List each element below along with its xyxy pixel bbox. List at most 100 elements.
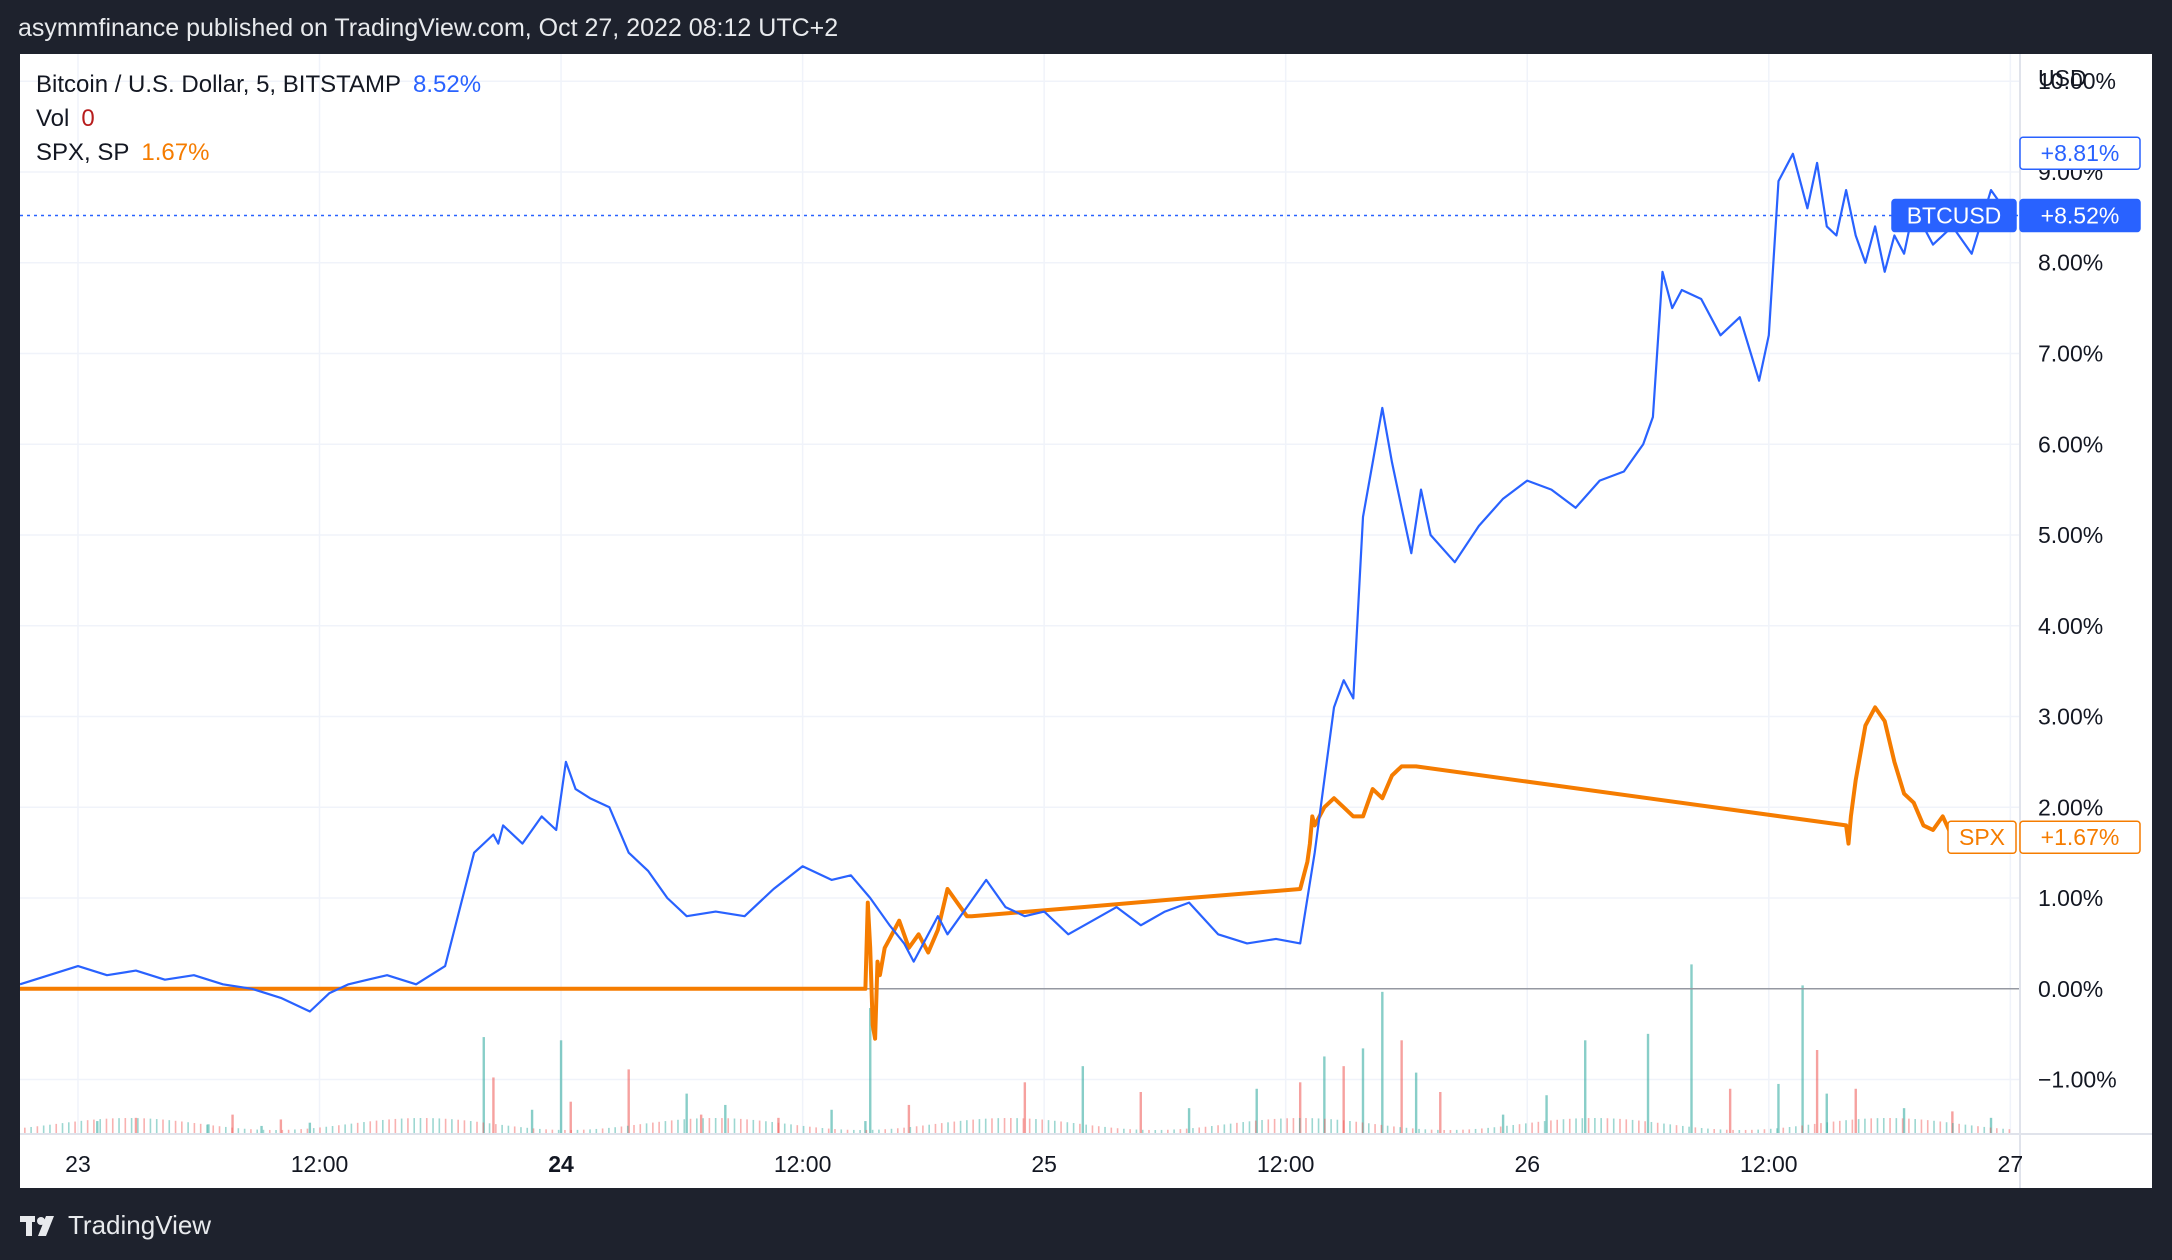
volume-bar (1298, 1118, 1301, 1134)
volume-bar (1173, 1129, 1175, 1134)
volume-bar (1751, 1129, 1753, 1134)
legend-row-spx[interactable]: SPX, SP 1.67% (36, 136, 481, 170)
volume-bar (149, 1118, 152, 1134)
legend-row-btcusd[interactable]: Bitcoin / U.S. Dollar, 5, BITSTAMP 8.52% (36, 68, 481, 102)
volume-bar (260, 1125, 263, 1134)
volume-bar (539, 1128, 541, 1134)
volume-bar (758, 1120, 761, 1134)
volume-bar (1501, 1114, 1505, 1134)
volume-bar (903, 1127, 905, 1134)
legend-volume-value: 0 (81, 105, 95, 132)
price-tag-box (2019, 820, 2141, 854)
volume-bar (1499, 1126, 1502, 1134)
volume-bar (878, 1129, 880, 1134)
volume-bar (207, 1124, 210, 1134)
price-tag-box (2019, 136, 2141, 170)
volume-bar (1656, 1122, 1659, 1134)
volume-bar (1587, 1118, 1590, 1134)
volume-bar (1424, 1129, 1427, 1134)
volume-bar (530, 1109, 534, 1134)
volume-bar (1845, 1120, 1847, 1134)
volume-bar (1854, 1088, 1857, 1134)
volume-bar (1097, 1126, 1100, 1134)
volume-bar (482, 1122, 485, 1134)
legend-btcusd-value: 8.52% (413, 71, 482, 98)
volume-bar (864, 1121, 867, 1134)
volume-bar (111, 1118, 114, 1134)
volume-bar (1217, 1125, 1219, 1134)
volume-bar (1545, 1095, 1548, 1134)
volume-bar (96, 1121, 99, 1134)
volume-bar (256, 1129, 258, 1134)
volume-bar (281, 1129, 284, 1134)
volume-bar (582, 1129, 585, 1134)
volume-bar (664, 1121, 667, 1134)
volume-bar (1023, 1082, 1027, 1134)
volume-bar (1474, 1128, 1477, 1134)
price-labels: +8.81% BTCUSD +8.52% SPX +1.67% (1891, 136, 2141, 854)
volume-bar (1851, 1119, 1854, 1134)
legend-row-volume[interactable]: Vol 0 (36, 102, 481, 136)
volume-bar (30, 1126, 32, 1134)
volume-bar (1625, 1119, 1628, 1134)
volume-bar (444, 1118, 447, 1134)
volume-bar (1003, 1118, 1006, 1134)
volume-bar (1964, 1124, 1967, 1134)
volume-bar (1795, 1126, 1797, 1134)
volume-bar (815, 1127, 817, 1134)
volume-bar (696, 1118, 698, 1134)
volume-bar (984, 1118, 987, 1134)
volume-bar (325, 1126, 328, 1134)
volume-bar (1198, 1127, 1201, 1134)
volume-bar (853, 1129, 855, 1134)
volume-bar (1047, 1120, 1050, 1134)
volume-bar (1725, 1129, 1728, 1134)
volume-bar (1612, 1118, 1615, 1134)
volume-bar (36, 1126, 39, 1134)
volume-bar (614, 1127, 616, 1134)
price-tag-text: +1.67% (2041, 824, 2120, 850)
volume-bar (569, 1101, 572, 1134)
volume-bar (1160, 1129, 1163, 1134)
volume-bar (1825, 1093, 1828, 1134)
volume-bar (1524, 1123, 1527, 1134)
volume-bar (595, 1128, 598, 1134)
volume-bar (1367, 1123, 1370, 1134)
volume-bar (1550, 1120, 1552, 1134)
volume-bar (1537, 1121, 1540, 1134)
volume-bar (1581, 1118, 1584, 1134)
volume-bar (369, 1121, 372, 1134)
volume-bar (1411, 1128, 1414, 1134)
chart-canvas[interactable]: 10.00%9.00%8.00%7.00%6.00%5.00%4.00%3.00… (20, 54, 2152, 1188)
volume-bar (570, 1129, 573, 1134)
volume-bar (1895, 1118, 1898, 1134)
volume-bar (714, 1118, 717, 1134)
chart-frame[interactable]: 10.00% 9.00% 8.00% 7.00% 6.00% 5.00% 4.00% 3.00… (20, 54, 2152, 1188)
time-axis[interactable]: 23 12:00 24 12:00 25 12:00 26 12:00 27 (65, 1151, 2023, 1177)
volume-bar (685, 1093, 688, 1134)
volume-bar (620, 1126, 623, 1134)
x-tick-label: 12:00 (1740, 1151, 1798, 1177)
volume-bar (1631, 1119, 1634, 1134)
series-line-btcusd (20, 152, 2012, 1013)
volume-bar (1167, 1129, 1169, 1134)
volume-bar (1286, 1118, 1288, 1134)
volume-bar (1707, 1128, 1709, 1134)
volume-bar (796, 1125, 799, 1134)
volume-bar (683, 1119, 686, 1134)
y-tick-label: 8.00% (2038, 250, 2103, 276)
volume-bar (783, 1123, 786, 1134)
volume-bar (1870, 1118, 1873, 1134)
volume-bar (1324, 1118, 1326, 1134)
volume-bar (724, 1104, 727, 1134)
volume-bar (212, 1125, 215, 1134)
price-axis[interactable]: 10.00%9.00%8.00%7.00%6.00%5.00%4.00%3.00… (2038, 68, 2117, 1092)
volume-bar (865, 1129, 868, 1134)
volume-bar (689, 1118, 692, 1134)
volume-bar (130, 1118, 133, 1134)
volume-bar (702, 1118, 704, 1134)
volume-bar (652, 1122, 654, 1134)
volume-bar (545, 1129, 547, 1134)
volume-bar (1016, 1118, 1018, 1134)
volume-bar (928, 1124, 930, 1134)
